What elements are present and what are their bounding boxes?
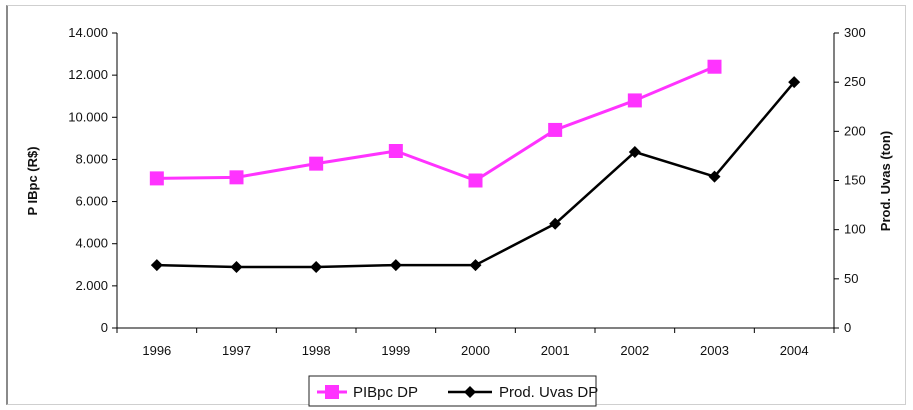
x-tick-label: 1998 <box>302 343 331 358</box>
right-tick-label: 100 <box>844 222 866 237</box>
legend-pibpc-marker <box>325 385 339 399</box>
x-tick-label: 2002 <box>620 343 649 358</box>
axes: 0 2.000 4.000 6.000 8.000 10.000 12.000 14.000 0… <box>68 25 865 358</box>
data-point-prod-uvas-dp <box>628 145 641 158</box>
right-axis-title: Prod. Uvas (ton) <box>878 131 893 231</box>
data-point-pibpc-dp <box>388 144 403 158</box>
right-tick-label: 150 <box>844 173 866 188</box>
left-tick-label: 2.000 <box>75 278 108 293</box>
left-tick-label: 8.000 <box>75 151 108 166</box>
x-tick-label: 1996 <box>142 343 171 358</box>
data-point-pibpc-dp <box>468 173 483 188</box>
chart-frame <box>6 5 906 405</box>
data-point-pibpc-dp <box>707 59 722 74</box>
data-point-pibpc-dp <box>149 171 164 186</box>
x-tick-label: 1997 <box>222 343 251 358</box>
data-point-pibpc-dp <box>548 122 563 137</box>
data-point-prod-uvas-dp <box>788 76 801 89</box>
data-point-prod-uvas-dp <box>389 259 402 272</box>
data-point-prod-uvas-dp <box>230 261 243 274</box>
legend-uvas-label: Prod. Uvas DP <box>499 384 598 401</box>
data-point-prod-uvas-dp <box>469 259 482 272</box>
data-point-pibpc-dp <box>229 170 244 185</box>
left-tick-label: 4.000 <box>75 236 108 251</box>
left-axis-title: P IBpc (R$) <box>25 146 40 215</box>
left-tick-label: 12.000 <box>68 67 108 82</box>
data-point-prod-uvas-dp <box>708 170 721 183</box>
data-point-prod-uvas-dp <box>150 259 163 272</box>
right-tick-label: 50 <box>844 271 858 286</box>
data-point-prod-uvas-dp <box>549 217 562 230</box>
right-tick-label: 300 <box>844 25 866 40</box>
data-point-pibpc-dp <box>309 156 324 171</box>
right-tick-label: 250 <box>844 74 866 89</box>
x-tick-label: 2001 <box>541 343 570 358</box>
data-point-prod-uvas-dp <box>310 261 323 274</box>
left-tick-label: 14.000 <box>68 25 108 40</box>
left-tick-label: 6.000 <box>75 194 108 209</box>
data-point-pibpc-dp <box>627 93 642 108</box>
x-tick-label: 2003 <box>700 343 729 358</box>
x-tick-label: 2000 <box>461 343 490 358</box>
right-tick-label: 200 <box>844 123 866 138</box>
x-tick-label: 2004 <box>780 343 809 358</box>
legend: PIBpc DP Prod. Uvas DP <box>308 375 598 407</box>
left-tick-label: 0 <box>101 320 108 335</box>
left-tick-label: 10.000 <box>68 109 108 124</box>
x-tick-label: 1999 <box>381 343 410 358</box>
series-line-pibpc-dp <box>156 65 716 182</box>
right-tick-label: 0 <box>844 320 851 335</box>
legend-pibpc-label: PIBpc DP <box>353 384 418 401</box>
series-layer <box>149 59 801 274</box>
legend-uvas-marker <box>464 386 476 398</box>
